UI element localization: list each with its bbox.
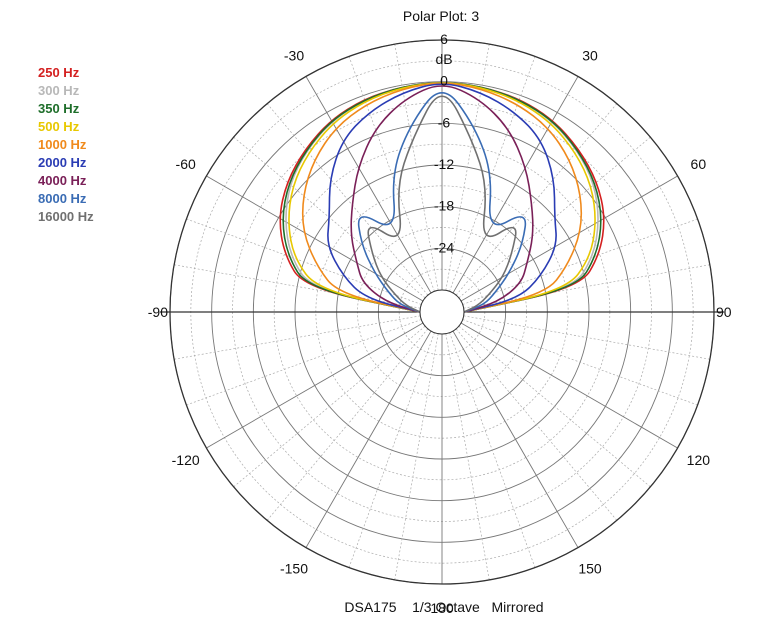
grid-spoke [186,319,422,406]
grid-spoke [348,56,435,292]
grid-spoke [449,332,536,568]
legend-item: 500 Hz [38,119,80,134]
series-curve-1000-hz [301,82,583,313]
angle-tick-label: -150 [280,560,308,576]
legend-item: 350 Hz [38,101,80,116]
unit-label: dB [435,51,452,67]
angle-tick-label: 150 [578,560,602,576]
grid-spoke [458,325,651,488]
angle-tick-label: 90 [716,304,732,320]
grid-spoke [186,218,422,305]
angle-tick-label: 30 [582,48,598,64]
grid-spoke [455,328,618,521]
series-curve-4000-hz [350,85,534,313]
angle-tick-label: -90 [148,304,168,320]
radial-tick-label: -12 [434,156,454,172]
legend-item: 16000 Hz [38,209,94,224]
grid-spoke [452,76,579,294]
grid-spoke [394,44,439,291]
angle-tick-label: -120 [172,452,200,468]
grid-spoke [266,328,429,521]
angle-tick-label: 120 [687,452,711,468]
radial-tick-labels: 6 0 -6 -12 -18 -24 [434,31,454,255]
chart-title: Polar Plot: 3 [403,8,479,24]
radial-tick-label: -6 [438,114,451,130]
legend-item: 300 Hz [38,83,80,98]
angle-tick-label: -30 [284,48,304,64]
legend-item: 250 Hz [38,65,80,80]
legend-item: 2000 Hz [38,155,87,170]
grid-spoke [233,325,426,488]
radial-tick-label: 0 [440,73,448,89]
legend-item: 1000 Hz [38,137,87,152]
legend-item: 4000 Hz [38,173,87,188]
series-curve-2000-hz [327,83,557,313]
grid-spoke [266,103,429,296]
angle-tick-label: 180 [430,600,454,616]
grid-spoke [462,319,698,406]
series-curve-8000-hz [357,92,527,313]
angle-tick-label: -60 [176,156,196,172]
legend-item: 8000 Hz [38,191,87,206]
grid-spoke [445,333,490,580]
grid-spoke [452,330,579,548]
angle-tick-label: 60 [691,156,707,172]
grid-spoke [206,322,424,449]
grid-spoke [305,330,432,548]
grid-spoke [463,315,710,360]
radial-tick-label: -18 [434,198,454,214]
grid-spoke [460,175,678,302]
legend: 250 Hz 300 Hz 350 Hz 500 Hz 1000 Hz 2000 Hz 40… [38,64,94,226]
response-curves [279,82,605,313]
grid-spoke [206,175,424,302]
grid-spoke [449,56,536,292]
radial-tick-label: 6 [440,31,448,47]
chart-footer: DSA175 1/3 Octave Mirrored [344,599,543,615]
grid-spoke [174,315,421,360]
series-curve-16000-hz [367,95,517,313]
radial-tick-label: -24 [434,239,454,255]
grid-spoke [348,332,435,568]
grid-spoke [305,76,432,294]
grid-spoke [462,218,698,305]
grid-spoke [455,103,618,296]
grid-spoke [445,44,490,291]
grid-spoke [460,322,678,449]
grid-spoke [394,333,439,580]
center-hole [419,289,465,335]
